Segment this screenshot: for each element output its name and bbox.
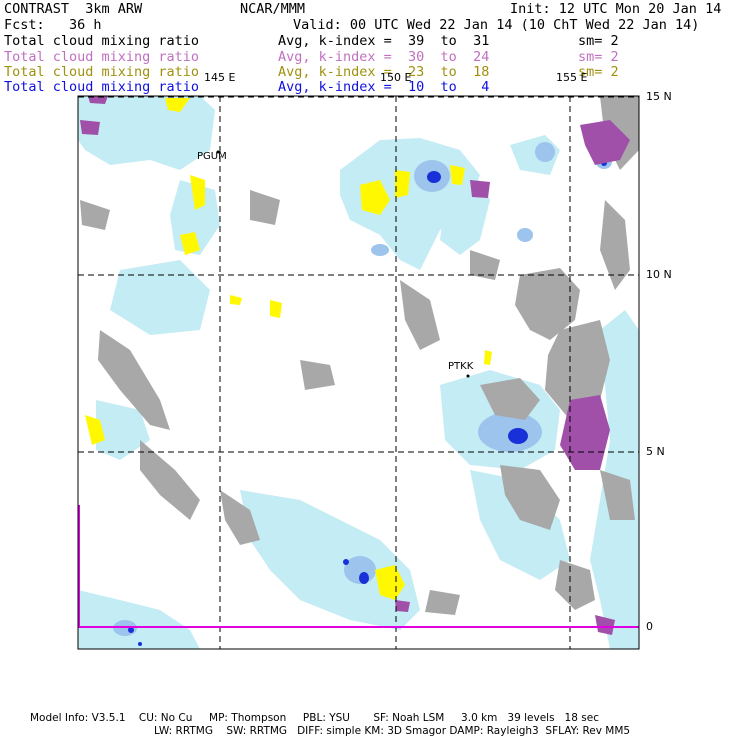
- lon-label-155: 155 E: [556, 71, 588, 84]
- domain-boundary: [78, 505, 639, 628]
- legend-field-1: Total cloud mixing ratio: [4, 33, 200, 49]
- legend-field-4: Total cloud mixing ratio: [4, 79, 200, 95]
- station-label-ptkk: PTKK: [448, 361, 474, 372]
- model-title: CONTRAST 3km ARW: [4, 1, 143, 17]
- lat-label-10n: 10 N: [646, 268, 672, 281]
- legend-avg-3: Avg, k-index = 23 to 18: [278, 64, 490, 80]
- legend-field-3: Total cloud mixing ratio: [4, 64, 200, 80]
- cloud-yellow: [85, 98, 492, 600]
- lat-label-0: 0: [646, 620, 653, 633]
- lon-label-150: 150 E: [380, 71, 412, 84]
- station-label-pgum: PGUM: [197, 151, 227, 162]
- lat-label-5n: 5 N: [646, 445, 665, 458]
- legend-sm-1: sm= 2: [578, 33, 619, 49]
- legend-avg-2: Avg, k-index = 30 to 24: [278, 49, 490, 65]
- lat-label-15n: 15 N: [646, 90, 672, 103]
- cloud-magenta: [80, 96, 630, 635]
- center-name: NCAR/MMM: [240, 1, 306, 17]
- station-pgum-marker: [216, 150, 220, 154]
- grid-lines: [78, 96, 639, 649]
- model-info-line1: Model Info: V3.5.1 CU: No Cu MP: Thompso…: [30, 712, 599, 724]
- lon-label-145: 145 E: [204, 71, 236, 84]
- legend-avg-1: Avg, k-index = 39 to 31: [278, 33, 490, 49]
- legend-avg-4: Avg, k-index = 10 to 4: [278, 79, 490, 95]
- init-time: Init: 12 UTC Mon 20 Jan 14: [510, 1, 722, 17]
- legend-field-2: Total cloud mixing ratio: [4, 49, 200, 65]
- station-ptkk-marker: [466, 374, 470, 378]
- model-info-line2: LW: RRTMG SW: RRTMG DIFF: simple KM: 3D …: [154, 725, 631, 737]
- forecast-hour: Fcst: 36 h: [4, 17, 102, 33]
- legend-sm-3: sm= 2: [578, 64, 619, 80]
- cloud-dark-blue: [128, 160, 607, 646]
- valid-time: Valid: 00 UTC Wed 22 Jan 14 (10 ChT Wed …: [293, 17, 700, 33]
- map-frame: [77, 95, 640, 650]
- legend-sm-2: sm= 2: [578, 49, 619, 65]
- cloud-gray: [80, 96, 639, 615]
